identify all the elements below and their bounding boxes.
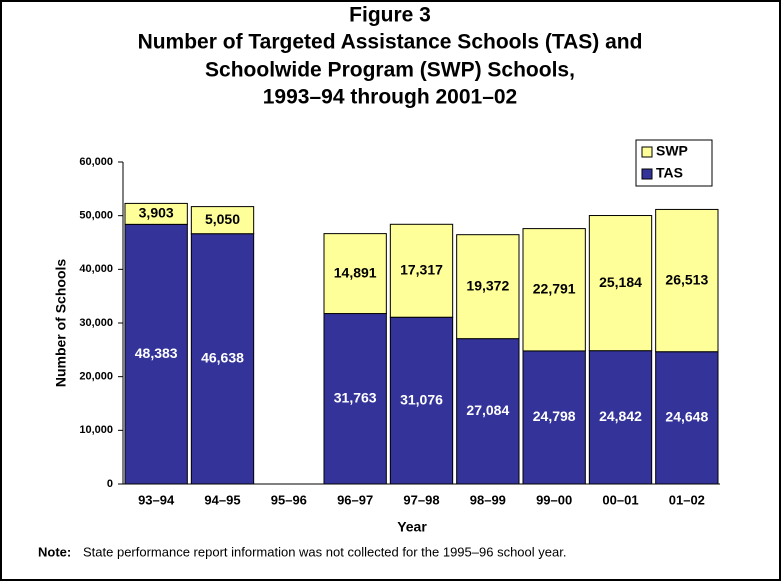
bar-segment bbox=[190, 206, 255, 235]
bar-segment bbox=[323, 233, 387, 315]
value-label: 17,317 bbox=[400, 261, 443, 277]
value-label: 46,638 bbox=[201, 350, 244, 366]
y-tick-label: 0 bbox=[107, 478, 113, 490]
y-axis-label: Number of Schools bbox=[53, 259, 69, 388]
value-label: 19,372 bbox=[466, 277, 509, 293]
bar-segment bbox=[588, 350, 653, 485]
y-tick-label: 10,000 bbox=[79, 424, 113, 436]
bar-segment bbox=[323, 313, 387, 485]
x-tick-label: 93–94 bbox=[138, 492, 175, 507]
bar-segment bbox=[456, 234, 520, 340]
legend-label: SWP bbox=[656, 143, 688, 159]
value-label: 31,763 bbox=[334, 389, 377, 405]
x-tick-label: 01–02 bbox=[669, 492, 705, 507]
value-label: 26,513 bbox=[665, 271, 708, 287]
value-label: 48,383 bbox=[135, 345, 178, 361]
y-tick-label: 50,000 bbox=[79, 210, 113, 222]
y-tick-label: 20,000 bbox=[79, 371, 113, 383]
bar-segment bbox=[588, 215, 653, 352]
x-tick-label: 00–01 bbox=[602, 492, 638, 507]
x-tick-label: 94–95 bbox=[204, 492, 240, 507]
bar-segment bbox=[522, 350, 586, 485]
x-tick-label: 97–98 bbox=[403, 492, 439, 507]
bar-segment bbox=[522, 228, 586, 352]
x-tick-label: 95–96 bbox=[271, 492, 307, 507]
value-label: 5,050 bbox=[205, 211, 240, 227]
value-label: 31,076 bbox=[400, 391, 443, 407]
bar-segment bbox=[655, 208, 719, 353]
legend-swatch bbox=[641, 168, 653, 180]
y-tick-label: 60,000 bbox=[79, 156, 113, 168]
legend-swatch bbox=[641, 146, 653, 158]
x-tick-label: 96–97 bbox=[337, 492, 373, 507]
bar-segment bbox=[124, 223, 188, 485]
note-label: Note: bbox=[38, 544, 71, 559]
value-label: 25,184 bbox=[599, 274, 642, 290]
value-label: 24,798 bbox=[533, 408, 576, 424]
bar-segment bbox=[456, 338, 520, 485]
chart-title: Number of Targeted Assistance Schools (T… bbox=[138, 31, 643, 54]
value-label: 14,891 bbox=[334, 264, 377, 280]
x-axis-label: Year bbox=[397, 519, 427, 535]
bar-segment bbox=[389, 316, 454, 485]
bar-segment bbox=[124, 202, 188, 225]
note-text: State performance report information was… bbox=[83, 544, 566, 559]
legend-label: TAS bbox=[656, 165, 683, 181]
value-label: 27,084 bbox=[466, 402, 509, 418]
value-label: 22,791 bbox=[533, 280, 576, 296]
x-tick-label: 98–99 bbox=[470, 492, 506, 507]
chart-title: Schoolwide Program (SWP) Schools, bbox=[205, 59, 575, 82]
value-label: 24,842 bbox=[599, 408, 642, 424]
value-label: 24,648 bbox=[665, 409, 708, 425]
y-tick-label: 40,000 bbox=[79, 263, 113, 275]
chart-title: 1993–94 through 2001–02 bbox=[263, 86, 517, 109]
chart-title: Figure 3 bbox=[349, 4, 431, 27]
bar-segment bbox=[389, 223, 454, 318]
value-label: 3,903 bbox=[139, 205, 174, 221]
y-tick-label: 30,000 bbox=[79, 317, 113, 329]
x-tick-label: 99–00 bbox=[536, 492, 572, 507]
